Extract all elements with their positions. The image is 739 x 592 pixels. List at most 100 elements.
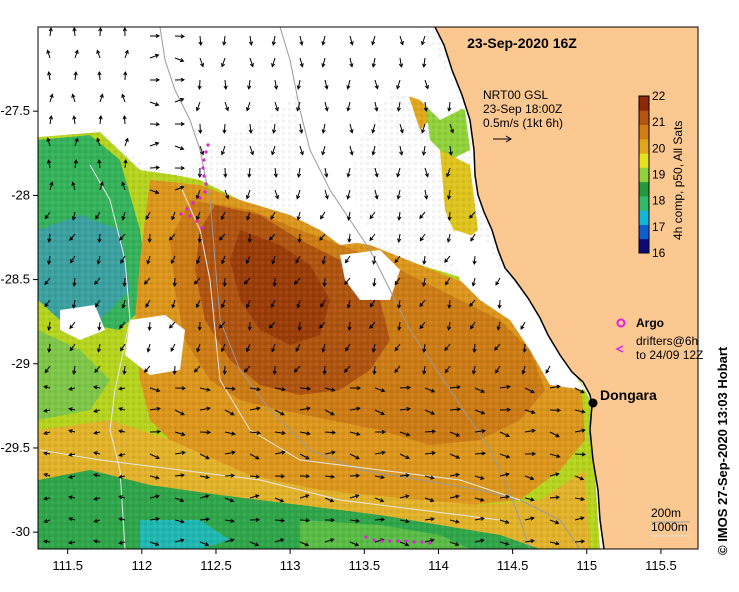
current-arrow-icon: [119, 233, 126, 241]
current-arrow-icon: [196, 255, 201, 265]
colorbar-segment: [639, 138, 649, 154]
current-arrow-icon: [222, 35, 227, 46]
current-arrow-icon: [424, 429, 437, 434]
colorbar-segment: [639, 224, 649, 240]
current-arrow-icon: [399, 35, 404, 46]
current-arrow-icon: [69, 321, 76, 330]
current-arrow-icon: [446, 233, 451, 243]
current-arrow-icon: [324, 409, 335, 416]
current-arrow-icon: [47, 321, 52, 331]
current-arrow-icon: [146, 343, 151, 353]
current-arrow-icon: [44, 211, 51, 220]
current-arrow-icon: [43, 518, 51, 523]
current-arrow-icon: [43, 385, 51, 390]
current-arrow-icon: [349, 431, 361, 436]
current-arrow-icon: [245, 255, 251, 265]
current-arrow-icon: [320, 211, 326, 220]
current-arrow-icon: [175, 121, 186, 127]
current-arrow-icon: [43, 473, 51, 478]
current-arrow-icon: [369, 321, 376, 330]
current-arrow-icon: [424, 167, 429, 178]
current-arrow-icon: [174, 34, 186, 39]
current-arrow-icon: [344, 255, 351, 264]
current-arrow-icon: [394, 255, 401, 264]
current-arrow-icon: [68, 517, 76, 522]
current-arrow-icon: [44, 277, 51, 286]
colorbar-segment: [639, 238, 649, 254]
current-arrow-icon: [224, 473, 236, 478]
current-arrow-icon: [174, 431, 186, 437]
current-arrow-icon: [499, 541, 510, 546]
current-arrow-icon: [324, 167, 329, 178]
current-arrow-icon: [120, 343, 126, 352]
current-arrow-icon: [299, 57, 304, 68]
current-arrow-icon: [346, 189, 351, 200]
current-arrow-icon: [46, 137, 51, 147]
current-arrow-icon: [246, 299, 251, 309]
current-arrow-icon: [93, 518, 101, 523]
current-arrow-icon: [474, 475, 485, 480]
current-arrow-icon: [349, 473, 361, 478]
current-arrow-icon: [174, 57, 185, 63]
current-arrow-icon: [324, 517, 336, 523]
current-arrow-icon: [68, 474, 76, 479]
current-arrow-icon: [249, 406, 261, 411]
current-arrow-icon: [349, 494, 360, 499]
current-arrow-icon: [299, 123, 304, 134]
drifters-label-1: drifters@6h: [636, 334, 698, 348]
current-arrow-icon: [399, 541, 410, 547]
current-arrow-icon: [218, 321, 226, 329]
current-arrow-icon: [243, 365, 251, 373]
x-tick-label: 111.5: [52, 558, 83, 573]
current-arrow-icon: [68, 407, 76, 412]
current-arrow-icon: [224, 450, 236, 455]
current-arrow-icon: [499, 407, 512, 412]
current-arrow-icon: [249, 387, 261, 392]
current-arrow-icon: [474, 497, 485, 502]
current-arrow-icon: [274, 189, 279, 200]
current-arrow-icon: [221, 57, 226, 68]
current-arrow-icon: [145, 211, 151, 221]
current-arrow-icon: [375, 429, 387, 435]
plot-frame: [37, 26, 699, 550]
current-arrow-icon: [399, 406, 411, 412]
current-arrow-icon: [72, 365, 77, 375]
current-arrow-icon: [320, 299, 326, 308]
current-arrow-icon: [195, 299, 201, 309]
current-arrow-icon: [274, 101, 279, 112]
current-arrow-icon: [449, 472, 460, 477]
current-arrow-icon: [172, 365, 177, 376]
current-arrow-icon: [494, 343, 501, 351]
current-arrow-icon: [221, 299, 226, 309]
colorbar-tick-label: 21: [652, 115, 666, 129]
current-arrow-icon: [196, 343, 201, 353]
current-arrow-icon: [449, 407, 462, 412]
colorbar-segment: [639, 124, 649, 140]
current-arrow-icon: [474, 409, 486, 415]
current-arrow-icon: [97, 321, 102, 332]
current-arrow-icon: [249, 494, 260, 499]
current-arrow-icon: [247, 79, 252, 90]
colorbar-tick-label: 22: [652, 89, 666, 103]
current-arrow-icon: [93, 408, 101, 413]
current-arrow-icon: [399, 453, 410, 459]
current-arrow-icon: [99, 93, 104, 103]
coastline: [434, 27, 605, 549]
current-arrow-icon: [249, 541, 260, 547]
current-arrow-icon: [118, 540, 126, 545]
current-arrow-icon: [444, 365, 451, 374]
current-arrow-icon: [446, 189, 452, 200]
current-arrow-icon: [349, 453, 360, 460]
current-arrow-icon: [118, 517, 126, 522]
current-arrow-icon: [574, 475, 585, 481]
current-arrow-icon: [495, 365, 501, 374]
colorbar-tick-label: 16: [652, 246, 666, 260]
current-arrow-icon: [118, 452, 126, 457]
current-arrow-icon: [397, 233, 402, 243]
current-arrow-icon: [271, 35, 276, 46]
current-arrow-icon: [574, 409, 586, 414]
current-arrow-icon: [545, 365, 551, 374]
current-arrow-icon: [224, 189, 230, 200]
current-arrow-icon: [324, 474, 335, 479]
current-arrow-icon: [299, 386, 312, 391]
